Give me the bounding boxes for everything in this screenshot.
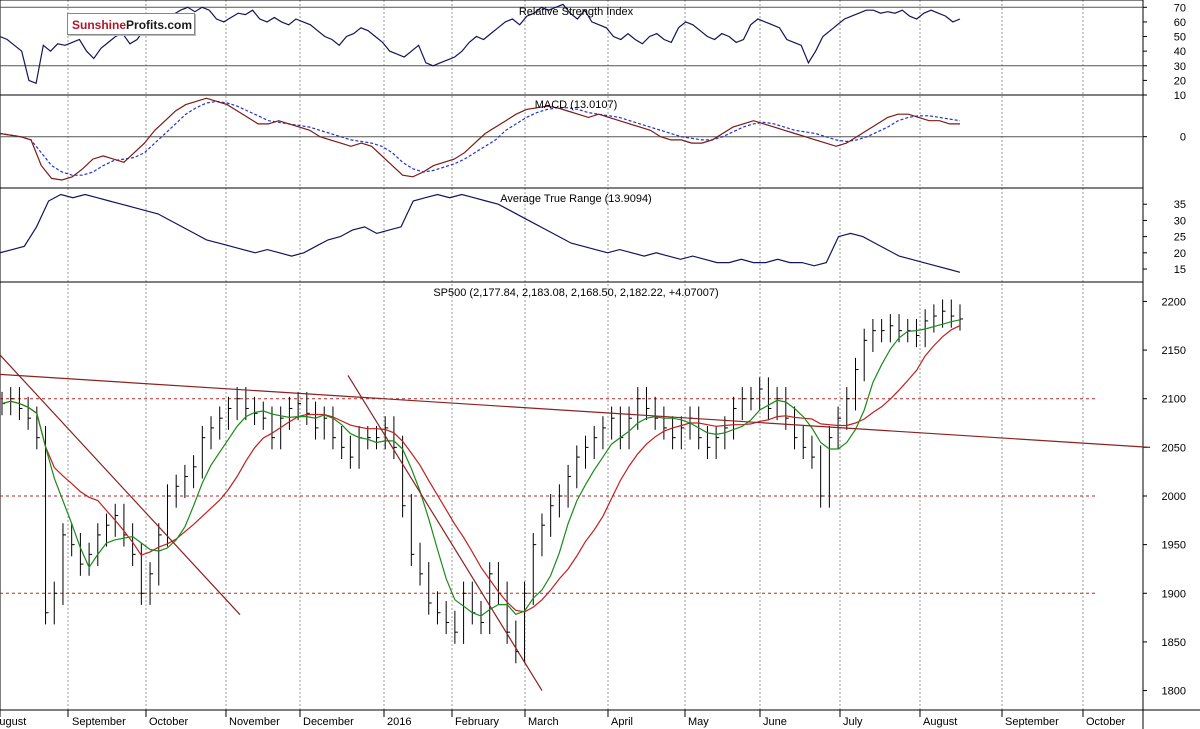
y-tick-label: 1950 [1162,540,1186,552]
y-tick-label: 1900 [1162,588,1186,600]
x-tick-label: September [72,716,126,728]
y-tick-label: 2050 [1162,442,1186,454]
y-tick-label: 60 [1174,17,1186,29]
y-tick-label: 2000 [1162,491,1186,503]
trend-line-autumn [0,354,241,616]
long-trend-line [0,373,1151,448]
brand-part-2: Profits.com [126,18,193,32]
brand-part-1: Sunshine [72,18,127,32]
y-tick-label: 30 [1174,215,1186,227]
price-title: SP500 (2,177.84, 2,183.08, 2,168.50, 2,1… [433,287,718,299]
y-tick-label: 0 [1180,132,1186,144]
x-tick-label: October [1086,716,1125,728]
y-tick-label: 1850 [1162,637,1186,649]
price-bars [1,299,963,664]
x-tick-label: April [611,716,633,728]
y-tick-label: 20 [1174,75,1186,87]
x-tick-label: September [1005,716,1059,728]
y-tick-label: 20 [1174,248,1186,260]
y-tick-label: 2100 [1162,394,1186,406]
rsi-title: Relative Strength Index [519,6,634,18]
y-tick-label: 70 [1174,2,1186,14]
x-tick-label: July [843,716,863,728]
atr-title: Average True Range (13.9094) [500,193,651,205]
x-tick-label: October [149,716,188,728]
y-tick-label: 2150 [1162,345,1186,357]
y-tick-label: 15 [1174,264,1186,276]
y-tick-label: 25 [1174,232,1186,244]
trend-line-winter [347,375,543,691]
atr-line [0,193,961,273]
macd-line [0,97,960,181]
x-tick-label: May [688,716,709,728]
macd-title: MACD (13.0107) [535,99,618,111]
x-tick-label: August [923,716,957,728]
y-tick-label: 35 [1174,199,1186,211]
y-tick-label: 30 [1174,61,1186,73]
x-tick-label: March [528,716,559,728]
x-tick-label: June [763,716,787,728]
x-tick-label: November [229,716,280,728]
moving-average-fast [1,319,961,617]
x-tick-label: February [455,716,500,728]
y-tick-label: 1800 [1162,686,1186,698]
macd-signal-line [0,100,961,176]
y-tick-label: 50 [1174,32,1186,44]
brand-logo: SunshineProfits.com [67,13,195,35]
y-tick-label: 10 [1174,90,1186,102]
x-tick-label: December [303,716,354,728]
moving-average-slow [1,325,961,613]
y-tick-label: 40 [1174,46,1186,58]
x-tick-label: 2016 [387,716,411,728]
y-tick-label: 2200 [1162,296,1186,308]
x-tick-label: August [0,716,26,728]
